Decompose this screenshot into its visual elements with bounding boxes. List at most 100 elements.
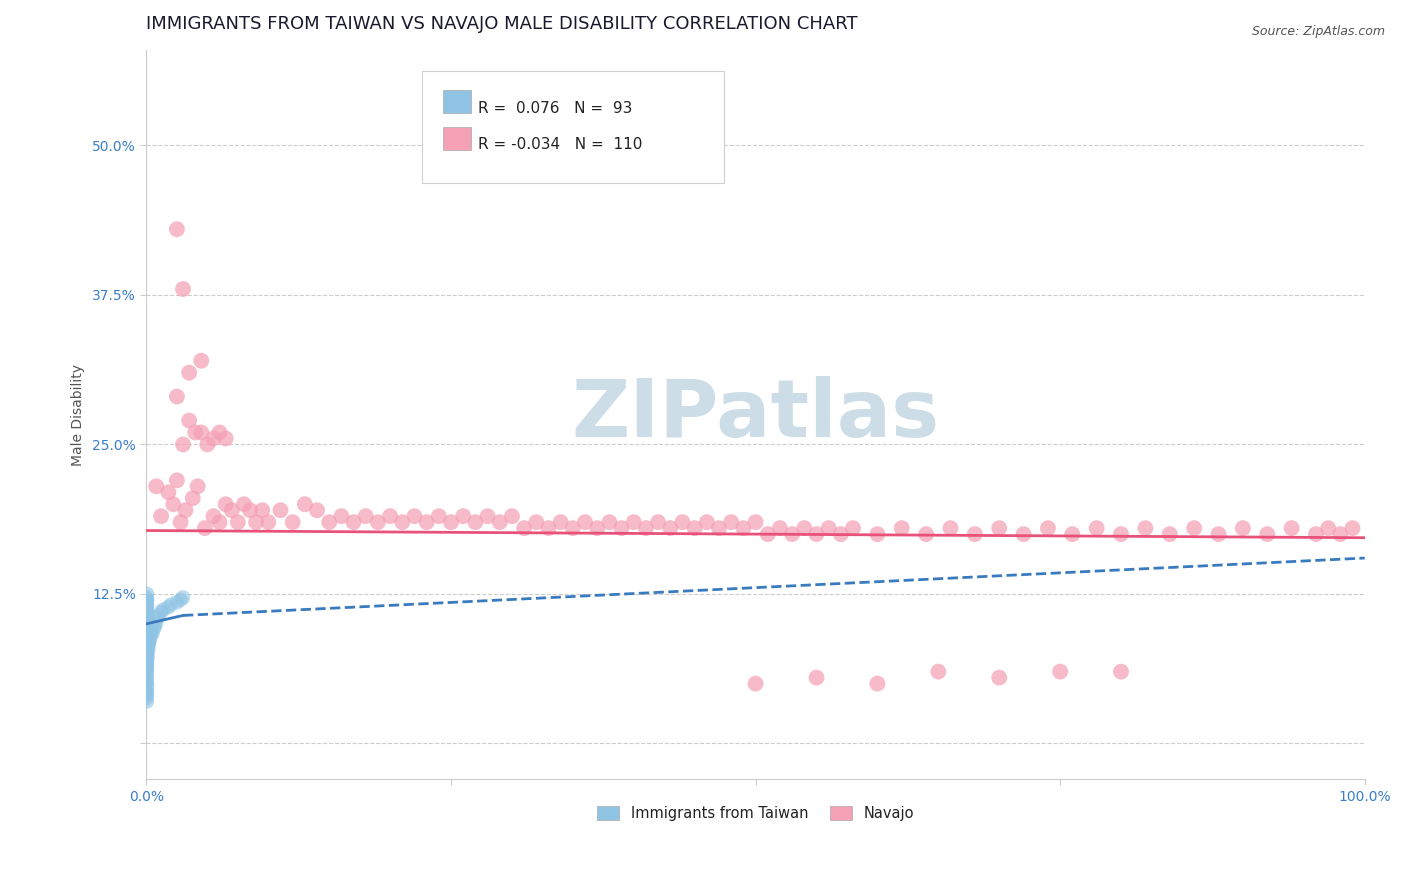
Point (135, 643, 157, 657)
Point (143, 619, 166, 633)
Point (830, 527, 852, 541)
Point (404, 509, 426, 524)
Point (135, 665, 157, 679)
Point (150, 605, 173, 619)
Point (963, 527, 986, 541)
Point (135, 595, 157, 609)
Point (135, 626, 157, 640)
Point (135, 624, 157, 638)
Point (208, 425, 231, 440)
Point (138, 634, 160, 648)
Point (269, 503, 291, 517)
Point (152, 602, 174, 616)
Point (378, 509, 401, 524)
Point (696, 515, 718, 529)
Point (769, 521, 792, 535)
Point (221, 503, 243, 517)
Point (141, 624, 163, 638)
Point (135, 653, 157, 667)
Point (169, 593, 191, 607)
Point (427, 509, 450, 524)
Point (136, 689, 159, 703)
Point (179, 366, 201, 380)
Point (135, 648, 157, 662)
Point (135, 633, 157, 648)
Point (135, 591, 157, 605)
Point (136, 640, 159, 655)
Point (720, 515, 742, 529)
Point (184, 425, 207, 440)
Point (135, 634, 157, 648)
Point (610, 521, 633, 535)
Point (294, 497, 316, 511)
Point (1208, 527, 1230, 541)
Point (866, 527, 889, 541)
Point (806, 527, 828, 541)
Point (135, 646, 157, 660)
Point (866, 676, 889, 690)
Point (136, 619, 159, 633)
Point (145, 479, 167, 493)
Point (166, 222, 188, 236)
Point (190, 425, 212, 440)
Point (145, 615, 167, 630)
Point (136, 593, 159, 607)
Point (172, 437, 194, 451)
Point (550, 515, 572, 529)
Point (135, 622, 157, 636)
Point (135, 625, 157, 640)
Point (586, 521, 609, 535)
Point (1012, 527, 1035, 541)
Point (136, 662, 159, 676)
Point (1281, 521, 1303, 535)
Point (160, 598, 183, 612)
Point (162, 497, 184, 511)
Point (136, 601, 159, 615)
Point (842, 521, 865, 535)
Point (1305, 527, 1327, 541)
Point (281, 515, 304, 529)
Point (136, 640, 159, 654)
Point (939, 521, 962, 535)
Point (138, 637, 160, 651)
Point (136, 629, 159, 643)
Point (135, 632, 157, 647)
Point (1049, 665, 1071, 679)
Point (330, 509, 353, 524)
Point (136, 636, 159, 650)
Point (172, 591, 194, 605)
Point (623, 515, 645, 529)
Text: Source: ZipAtlas.com: Source: ZipAtlas.com (1251, 25, 1385, 38)
Point (157, 485, 180, 500)
Point (135, 602, 157, 616)
Point (647, 515, 669, 529)
Point (136, 618, 159, 632)
Point (806, 671, 828, 685)
Point (1182, 521, 1205, 535)
Point (1109, 665, 1132, 679)
Text: IMMIGRANTS FROM TAIWAN VS NAVAJO MALE DISABILITY CORRELATION CHART: IMMIGRANTS FROM TAIWAN VS NAVAJO MALE DI… (146, 15, 858, 33)
Point (139, 627, 162, 641)
Point (135, 623, 157, 637)
Point (136, 587, 159, 601)
Point (136, 608, 159, 623)
Point (136, 653, 159, 667)
Point (214, 432, 236, 446)
Point (135, 623, 157, 637)
Point (135, 658, 157, 673)
Point (135, 655, 157, 669)
Text: ZIPatlas: ZIPatlas (571, 376, 939, 453)
Point (318, 515, 340, 529)
Point (988, 671, 1011, 685)
Point (513, 521, 536, 535)
Point (1085, 521, 1108, 535)
Point (135, 694, 157, 708)
Point (1036, 521, 1059, 535)
Point (574, 515, 596, 529)
Point (756, 527, 779, 541)
Point (1256, 527, 1278, 541)
Text: R = -0.034   N =  110: R = -0.034 N = 110 (478, 137, 643, 153)
Text: R =  0.076   N =  93: R = 0.076 N = 93 (478, 101, 633, 116)
Point (135, 607, 157, 622)
Point (135, 613, 157, 627)
